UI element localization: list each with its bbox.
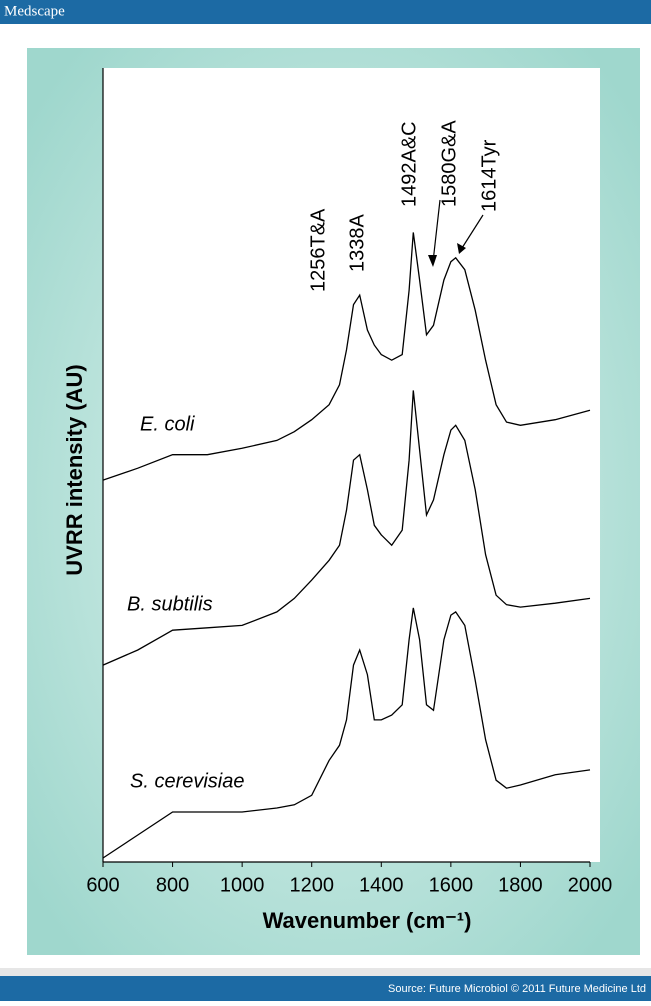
y-axis-label: UVRR intensity (AU) [62, 364, 87, 575]
series-label: E. coli [140, 413, 195, 435]
x-tick-label: 1000 [220, 874, 265, 896]
series-label: S. cerevisiae [130, 770, 245, 792]
header-bar [0, 0, 651, 24]
peak-annotation: 1256T&A [307, 208, 329, 292]
x-tick-label: 800 [156, 874, 189, 896]
arrow [461, 214, 484, 249]
header-title: Medscape [4, 3, 65, 19]
peak-annotation: 1580G&A [438, 120, 460, 207]
x-tick-label: 1800 [498, 874, 543, 896]
spectrum-line [102, 607, 591, 859]
x-tick-label: 1200 [289, 874, 334, 896]
x-tick-label: 1600 [429, 874, 474, 896]
footer-bar [0, 976, 651, 1001]
series-label: B. subtilis [127, 593, 213, 615]
arrow-head [428, 255, 437, 267]
peak-annotation: 1492A&C [398, 121, 420, 207]
arrow-head [457, 243, 466, 254]
x-tick-label: 1400 [359, 874, 404, 896]
footer-strip [0, 968, 651, 976]
peak-annotation: 1614Tyr [478, 139, 500, 212]
peak-annotation: 1338A [346, 214, 368, 272]
spectrum-line [102, 232, 591, 481]
spectrum-line [102, 390, 591, 666]
plot-area [103, 68, 600, 862]
x-tick-label: 600 [86, 874, 119, 896]
arrow [432, 199, 441, 263]
x-axis-label: Wavenumber (cm⁻¹) [263, 908, 472, 933]
footer-source: Source: Future Microbiol © 2011 Future M… [388, 983, 646, 995]
x-tick-label: 2000 [568, 874, 613, 896]
